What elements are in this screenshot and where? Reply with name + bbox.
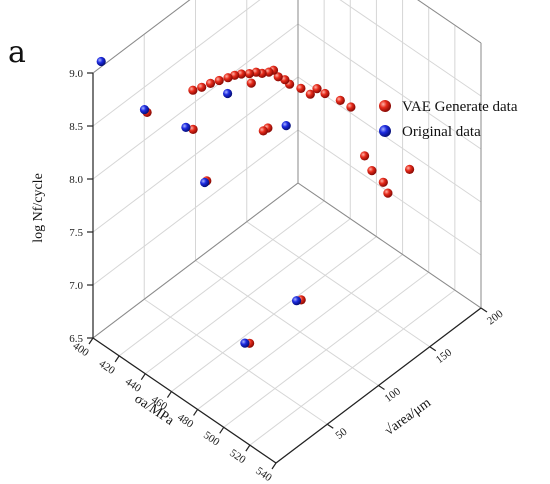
grid-line [92,129,299,286]
vae-point [258,126,268,136]
vae-point [264,67,274,77]
x-tick-label: 520 [227,447,248,466]
original-point [223,88,233,99]
x-tick-label: 540 [253,465,274,484]
legend: VAE Generate data Original data [379,99,518,140]
axis-frame [87,0,488,470]
legend-label-original: Original data [402,124,481,140]
vae-point [405,164,415,174]
vae-point [246,78,256,88]
z-tick-label: 8.0 [69,174,83,186]
legend-marker-vae [379,100,391,112]
grid-line [92,76,299,233]
panel-label: a [8,35,26,70]
y-tick-label: 200 [485,308,506,328]
y-tick-label: 50 [333,425,349,442]
box-edge [297,182,482,309]
vae-point [205,78,216,88]
z-tick-label: 9.0 [69,68,83,80]
vae-point [244,69,254,79]
x-tick-mark [219,426,225,434]
vae-point [346,102,356,112]
original-point [200,177,210,188]
y-tick-mark [480,307,488,313]
grid-line [92,0,261,127]
grid-line [92,23,299,180]
original-point [139,105,150,115]
x-tick-mark [245,444,251,452]
original-point [292,296,302,306]
legend-marker-original [379,125,391,137]
data-points [96,56,415,348]
original-point [96,56,106,67]
y-tick-label: 150 [434,346,455,366]
x-tick-mark [88,337,94,345]
x-tick-mark [166,391,172,398]
vae-point [367,166,377,176]
vae-point [320,88,330,99]
vae-point [305,89,315,99]
y-tick-mark [378,385,385,390]
grid-lines [92,0,482,464]
y-tick-mark [326,423,334,429]
z-tick-label: 8.5 [69,121,83,133]
original-point [181,122,191,132]
x-axis-line [92,337,277,464]
vae-point [312,84,322,94]
vae-point [188,124,198,134]
grid-line [195,260,379,386]
grid-line [297,76,482,203]
original-point [240,338,250,348]
z-tick-label: 7.0 [69,280,83,292]
vae-point [223,73,233,83]
y-tick-label: 100 [382,385,403,405]
vae-point [296,83,306,93]
vae-point [197,82,207,92]
x-tick-label: 480 [175,411,196,430]
z-tick-label: 7.5 [69,227,83,239]
grid-line [417,0,482,44]
grid-line [143,298,328,425]
grid-line [246,221,431,348]
y-tick-mark [429,346,437,352]
z-tick-label: 6.5 [69,333,83,345]
original-point [281,121,291,131]
vae-point [335,95,345,105]
legend-label-vae: VAE Generate data [402,99,518,115]
vae-point [360,151,370,161]
box-edge [92,0,191,74]
box-edge [92,182,299,339]
vae-point [214,75,224,86]
x-tick-label: 420 [97,358,118,377]
grid-line [339,0,482,97]
x-tick-mark [271,462,277,470]
x-tick-label: 500 [201,429,222,448]
x-tick-mark [114,355,120,363]
box-edge [417,0,482,44]
vae-point [383,188,393,198]
vae-point [378,177,388,187]
vae-point [273,72,283,82]
z-axis-title: log Nf/cycle [31,173,46,243]
x-tick-mark [140,373,146,381]
grid-line [297,23,482,150]
vae-point [188,85,198,95]
x-tick-mark [193,409,199,416]
